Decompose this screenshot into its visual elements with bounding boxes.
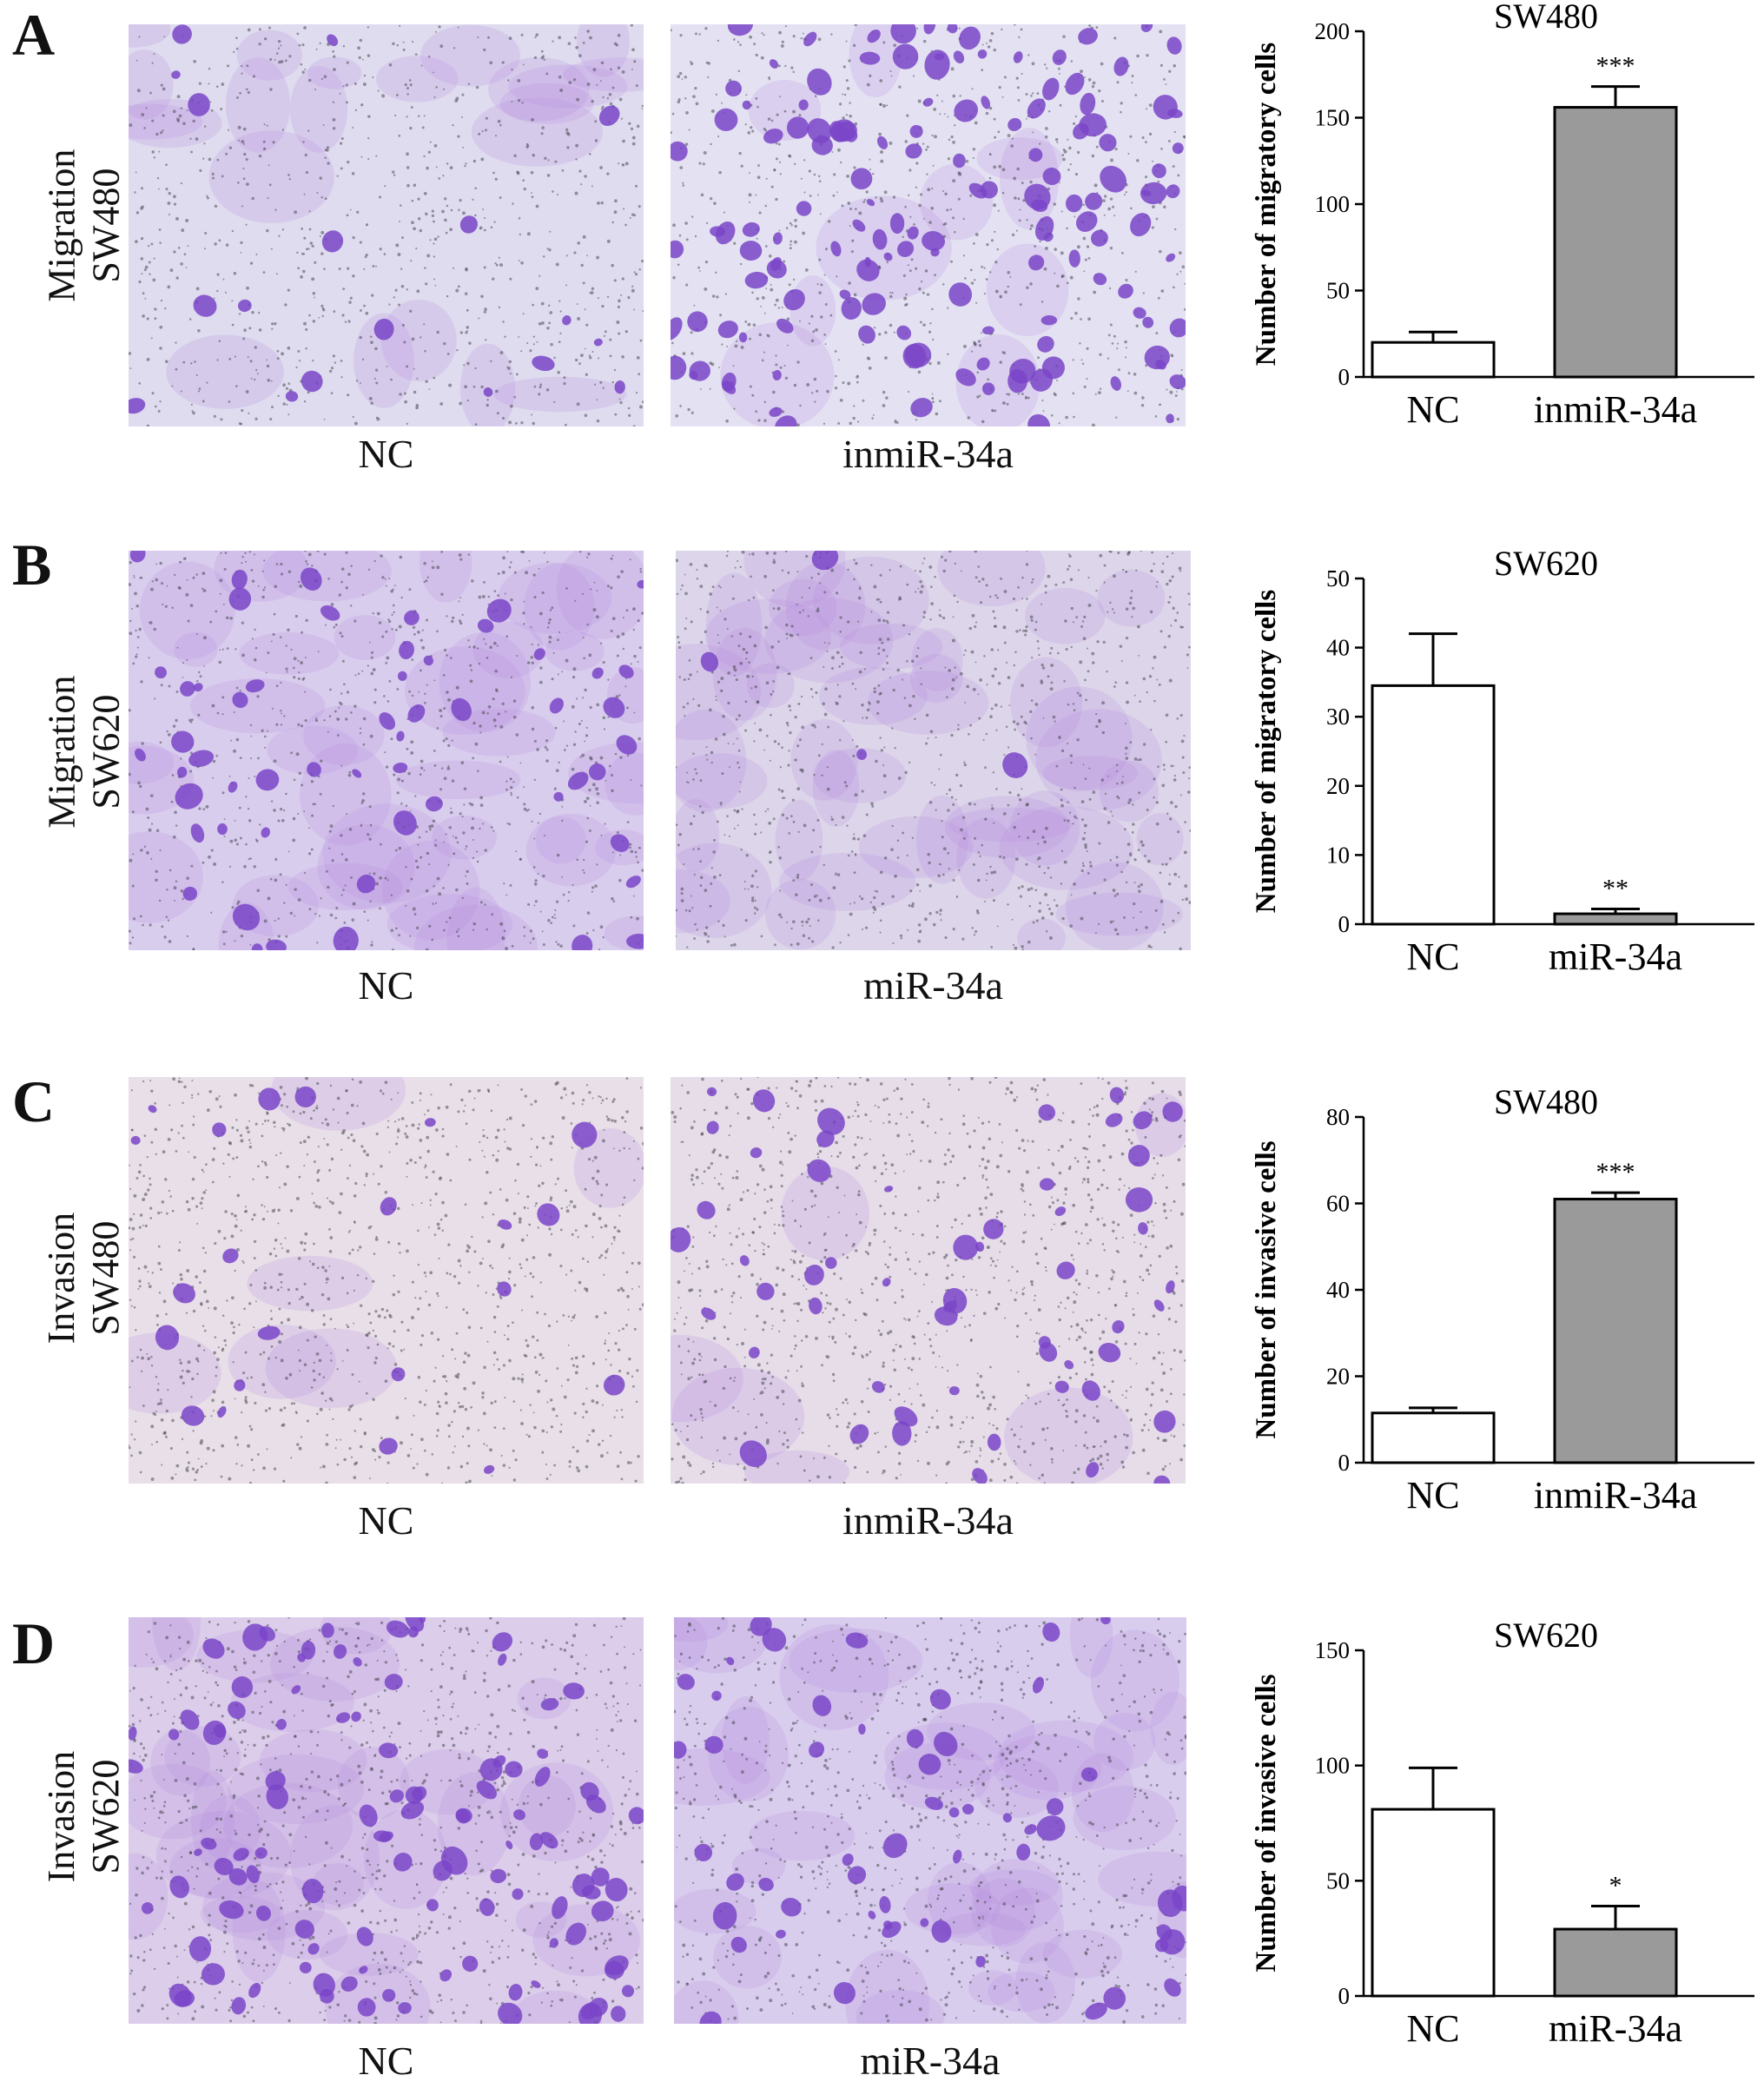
y-tick-label: 0 bbox=[1338, 364, 1351, 390]
cell-line-label: SW620 bbox=[84, 695, 128, 810]
assay-label: Invasion bbox=[40, 1213, 83, 1345]
micrograph-control bbox=[129, 1077, 644, 1484]
x-tick-label: miR-34a bbox=[1549, 935, 1682, 978]
x-tick-label: miR-34a bbox=[1549, 2007, 1682, 2050]
image-caption-treated: inmiR-34a bbox=[842, 1498, 1014, 1543]
panel-a: A Migration SW480 NC inmiR-34a 0 50 100 150… bbox=[0, 0, 1764, 521]
assay-label: Migration bbox=[40, 149, 83, 302]
micrograph-treated bbox=[676, 551, 1191, 950]
bar-chart-svg: 0 50 100 150 Number of invasive cells SW620 NC… bbox=[1251, 1619, 1754, 2050]
y-tick-label: 50 bbox=[1326, 1867, 1350, 1893]
panel-d: D Invasion SW620 NC miR-34a 0 50 100 150 Num… bbox=[0, 1609, 1764, 2095]
x-tick-label: NC bbox=[1406, 1474, 1459, 1517]
micrograph-texture bbox=[674, 1617, 1186, 2024]
bar bbox=[1553, 106, 1678, 379]
y-tick-label: 40 bbox=[1326, 635, 1350, 661]
bar-chart-svg: 0 50 100 150 200 Number of migratory cells SW4… bbox=[1251, 0, 1754, 431]
bar bbox=[1371, 1411, 1496, 1464]
cell-line-label: SW480 bbox=[84, 1221, 127, 1336]
x-tick-label: NC bbox=[1406, 2007, 1459, 2050]
image-caption-treated: miR-34a bbox=[863, 963, 1003, 1008]
y-axis-label: Number of invasive cells bbox=[1251, 1140, 1282, 1438]
significance-label: *** bbox=[1596, 52, 1635, 81]
cell-line-label: SW480 bbox=[84, 169, 128, 284]
micrograph-texture bbox=[129, 1077, 644, 1484]
y-tick-label: 20 bbox=[1326, 1364, 1350, 1390]
y-axis-label: Number of invasive cells bbox=[1251, 1674, 1282, 1972]
bar-chart-svg: 0 10 20 30 40 50 Number of migratory cells SW62… bbox=[1251, 547, 1754, 978]
bar bbox=[1553, 912, 1678, 926]
y-tick-label: 100 bbox=[1315, 191, 1351, 217]
image-caption-control: NC bbox=[358, 432, 414, 476]
micrograph-treated bbox=[671, 1077, 1186, 1484]
panel-letter: D bbox=[12, 1610, 56, 1676]
significance-label: *** bbox=[1596, 1158, 1635, 1186]
panel-letter: B bbox=[12, 532, 52, 598]
micrograph-treated bbox=[674, 1617, 1186, 2024]
assay-label: Migration bbox=[40, 676, 83, 829]
bar bbox=[1371, 340, 1496, 379]
y-tick-label: 150 bbox=[1315, 1637, 1351, 1663]
bar bbox=[1553, 1198, 1678, 1464]
y-tick-label: 0 bbox=[1338, 1450, 1351, 1476]
chart-title: SW620 bbox=[1494, 1619, 1598, 1655]
cell-line-label: SW620 bbox=[84, 1760, 127, 1874]
chart-title: SW620 bbox=[1494, 547, 1598, 583]
y-axis-label: Number of migratory cells bbox=[1251, 43, 1282, 367]
panel-c: C Invasion SW480 NC inmiR-34a 0 20 40 60 80 N… bbox=[0, 1067, 1764, 1588]
micrograph-texture bbox=[129, 1617, 644, 2024]
micrograph-texture bbox=[129, 551, 644, 950]
micrograph-texture bbox=[671, 24, 1186, 426]
micrograph-texture bbox=[671, 1077, 1186, 1484]
micrograph-texture bbox=[676, 551, 1191, 950]
y-tick-label: 50 bbox=[1326, 278, 1350, 304]
x-tick-label: inmiR-34a bbox=[1534, 388, 1697, 431]
bar bbox=[1553, 1927, 1678, 1998]
image-caption-treated: inmiR-34a bbox=[842, 432, 1014, 476]
y-tick-label: 10 bbox=[1326, 842, 1350, 868]
micrograph-control bbox=[129, 1617, 644, 2024]
y-tick-label: 0 bbox=[1338, 911, 1351, 937]
y-tick-label: 40 bbox=[1326, 1277, 1350, 1303]
image-caption-control: NC bbox=[358, 963, 414, 1008]
y-tick-label: 150 bbox=[1315, 105, 1351, 131]
image-caption-treated: miR-34a bbox=[860, 2039, 1001, 2083]
y-tick-label: 30 bbox=[1326, 704, 1350, 730]
y-tick-label: 200 bbox=[1315, 18, 1351, 44]
y-tick-label: 80 bbox=[1326, 1104, 1350, 1130]
bar bbox=[1371, 684, 1496, 926]
bar-chart: 0 50 100 150 200 Number of migratory cells SW4… bbox=[1242, 0, 1763, 452]
y-tick-label: 50 bbox=[1326, 565, 1350, 591]
bar-chart: 0 20 40 60 80 Number of invasive cells SW480 NC… bbox=[1242, 1086, 1763, 1537]
micrograph-control bbox=[129, 24, 644, 426]
image-caption-control: NC bbox=[358, 2039, 414, 2083]
y-tick-label: 100 bbox=[1315, 1753, 1351, 1779]
chart-title: SW480 bbox=[1494, 0, 1598, 36]
chart-title: SW480 bbox=[1494, 1086, 1598, 1121]
assay-label: Invasion bbox=[40, 1751, 83, 1883]
y-tick-label: 60 bbox=[1326, 1191, 1350, 1217]
bar bbox=[1371, 1808, 1496, 1998]
y-tick-label: 20 bbox=[1326, 773, 1350, 799]
image-caption-control: NC bbox=[358, 1498, 414, 1543]
panel-letter: A bbox=[12, 2, 56, 68]
panel-letter: C bbox=[12, 1068, 56, 1134]
micrograph-texture bbox=[129, 24, 644, 426]
bar-chart: 0 10 20 30 40 50 Number of migratory cells SW62… bbox=[1242, 547, 1763, 999]
significance-label: * bbox=[1609, 1872, 1622, 1900]
bar-chart: 0 50 100 150 Number of invasive cells SW620 NC… bbox=[1242, 1619, 1763, 2071]
y-tick-label: 0 bbox=[1338, 1983, 1351, 2009]
x-tick-label: NC bbox=[1406, 935, 1459, 978]
x-tick-label: inmiR-34a bbox=[1534, 1474, 1697, 1517]
bar-chart-svg: 0 20 40 60 80 Number of invasive cells SW480 NC… bbox=[1251, 1086, 1754, 1517]
y-axis-label: Number of migratory cells bbox=[1251, 590, 1282, 914]
x-tick-label: NC bbox=[1406, 388, 1459, 431]
panel-b: B Migration SW620 NC miR-34a 0 10 20 30 40 50… bbox=[0, 530, 1764, 1051]
significance-label: ** bbox=[1602, 874, 1629, 902]
micrograph-control bbox=[129, 551, 644, 950]
micrograph-treated bbox=[671, 24, 1186, 426]
